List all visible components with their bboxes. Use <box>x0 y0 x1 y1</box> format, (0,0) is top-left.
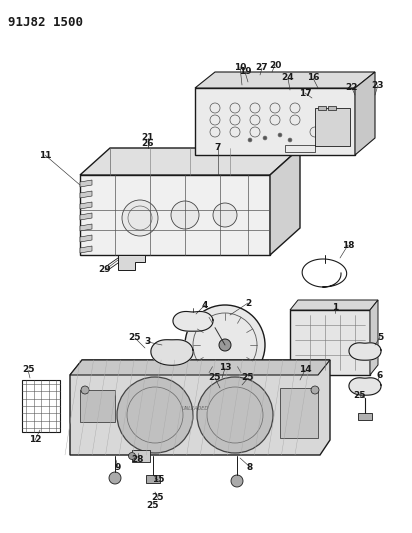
Circle shape <box>117 377 193 453</box>
Text: 5: 5 <box>377 333 383 342</box>
Text: 25: 25 <box>22 366 34 375</box>
Polygon shape <box>195 88 355 155</box>
Text: 16: 16 <box>307 74 319 83</box>
Text: 7: 7 <box>215 143 221 152</box>
Text: 2: 2 <box>245 298 251 308</box>
Polygon shape <box>173 311 213 331</box>
Circle shape <box>311 386 319 394</box>
Circle shape <box>288 138 292 142</box>
Polygon shape <box>349 343 381 360</box>
Text: 6: 6 <box>377 370 383 379</box>
Polygon shape <box>70 360 330 455</box>
Polygon shape <box>80 202 92 209</box>
Text: UNLEADED: UNLEADED <box>181 406 208 410</box>
Circle shape <box>278 133 282 137</box>
Text: 13: 13 <box>219 364 231 373</box>
Circle shape <box>219 339 231 351</box>
Text: 11: 11 <box>39 150 51 159</box>
Bar <box>22 380 60 432</box>
Text: 19: 19 <box>239 68 251 77</box>
Polygon shape <box>290 300 378 310</box>
Bar <box>146 475 160 483</box>
Text: 26: 26 <box>142 139 154 148</box>
Text: 29: 29 <box>99 265 111 274</box>
Polygon shape <box>80 191 92 198</box>
Text: 17: 17 <box>299 88 311 98</box>
Text: 3: 3 <box>145 337 151 346</box>
Text: 8: 8 <box>247 463 253 472</box>
Polygon shape <box>70 360 330 375</box>
Polygon shape <box>151 340 193 365</box>
Text: 21: 21 <box>142 133 154 142</box>
Text: 9: 9 <box>115 463 121 472</box>
Text: 1: 1 <box>332 303 338 312</box>
Text: 4: 4 <box>202 301 208 310</box>
Text: 25: 25 <box>242 374 254 383</box>
Circle shape <box>171 201 199 229</box>
Bar <box>280 388 318 438</box>
Bar <box>80 390 115 422</box>
Text: 28: 28 <box>132 456 144 464</box>
Text: 25: 25 <box>209 374 221 383</box>
Polygon shape <box>349 378 381 395</box>
Polygon shape <box>270 148 300 255</box>
Polygon shape <box>80 180 92 187</box>
Circle shape <box>185 312 201 328</box>
Text: 25: 25 <box>354 391 366 400</box>
Circle shape <box>213 203 237 227</box>
Bar <box>285 145 315 152</box>
Circle shape <box>248 138 252 142</box>
Polygon shape <box>195 72 375 88</box>
Text: 25: 25 <box>147 500 159 510</box>
Text: 14: 14 <box>299 366 311 375</box>
Polygon shape <box>355 72 375 155</box>
Bar <box>132 450 150 462</box>
Text: 15: 15 <box>152 475 164 484</box>
Circle shape <box>197 377 273 453</box>
Circle shape <box>81 386 89 394</box>
Circle shape <box>163 341 181 359</box>
Text: 25: 25 <box>152 494 164 503</box>
Circle shape <box>129 453 136 459</box>
Text: 10: 10 <box>234 62 246 71</box>
Text: 12: 12 <box>29 435 41 445</box>
Text: 91J82 1500: 91J82 1500 <box>8 16 83 29</box>
Text: 24: 24 <box>282 74 294 83</box>
Text: 25: 25 <box>129 334 141 343</box>
Polygon shape <box>80 235 92 242</box>
Circle shape <box>263 136 267 140</box>
Bar <box>358 413 372 420</box>
Circle shape <box>122 200 158 236</box>
Circle shape <box>231 475 243 487</box>
Polygon shape <box>80 246 92 253</box>
Text: 23: 23 <box>372 80 384 90</box>
Text: 18: 18 <box>342 240 354 249</box>
Circle shape <box>185 305 265 385</box>
Bar <box>290 310 370 375</box>
Polygon shape <box>118 255 145 270</box>
Text: 27: 27 <box>256 63 268 72</box>
Polygon shape <box>370 300 378 375</box>
Polygon shape <box>80 224 92 231</box>
Polygon shape <box>80 148 300 175</box>
Bar <box>315 108 350 146</box>
Polygon shape <box>80 213 92 220</box>
Text: 22: 22 <box>346 84 358 93</box>
Circle shape <box>359 379 371 391</box>
Bar <box>318 106 326 110</box>
Bar <box>328 106 336 110</box>
Polygon shape <box>80 175 270 255</box>
Text: 20: 20 <box>269 61 281 69</box>
Circle shape <box>109 472 121 484</box>
Circle shape <box>359 344 371 356</box>
